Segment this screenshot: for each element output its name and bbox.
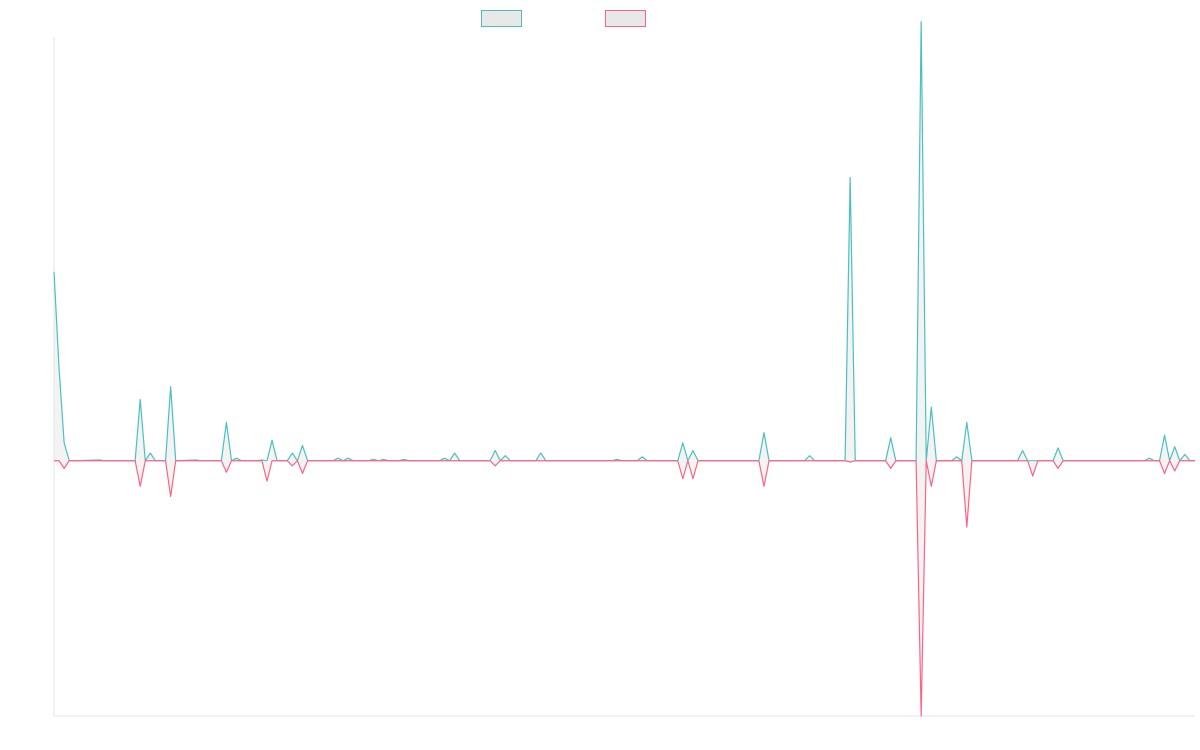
chart-legend[interactable] xyxy=(481,10,646,27)
series-2-line xyxy=(54,460,1195,717)
legend-swatch-series-2[interactable] xyxy=(605,10,646,27)
series-1-area xyxy=(54,21,1195,461)
chart-axes xyxy=(53,37,1195,717)
series-1-line xyxy=(53,21,1195,462)
series-2-area xyxy=(54,460,1195,716)
plot-area xyxy=(53,21,1195,717)
legend-swatch-series-1[interactable] xyxy=(481,10,522,27)
